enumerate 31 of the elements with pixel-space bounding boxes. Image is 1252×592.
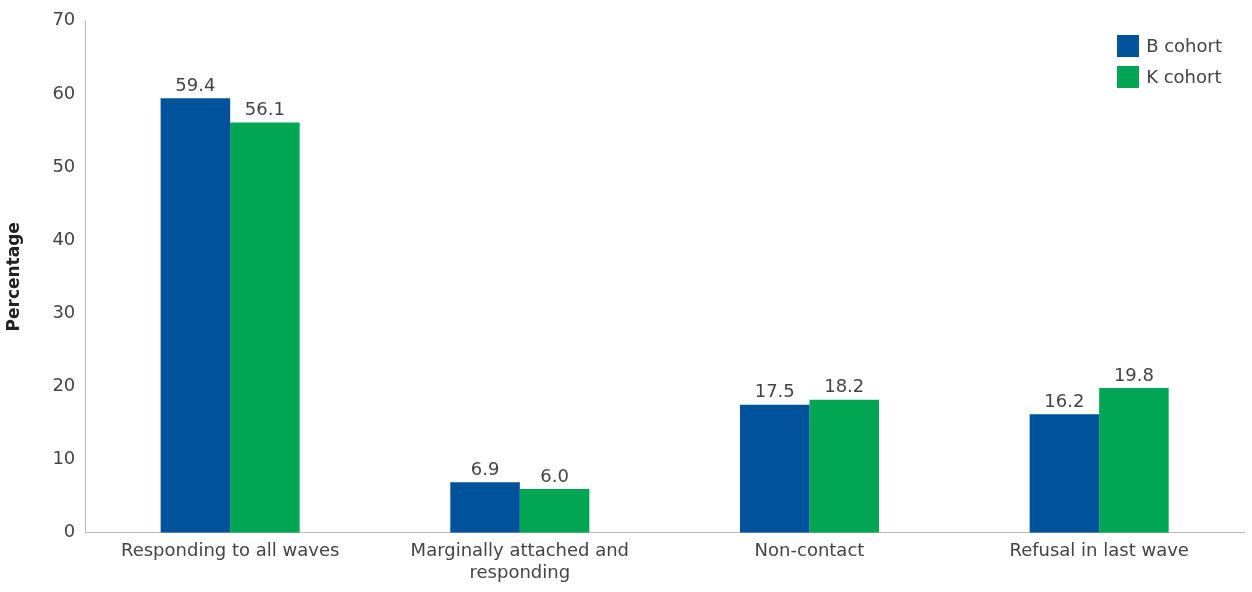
y-tick-label: 60 xyxy=(52,81,76,103)
y-tick-label: 0 xyxy=(63,520,76,542)
data-label: 59.4 xyxy=(175,74,216,95)
data-label: 18.2 xyxy=(824,375,865,397)
bar xyxy=(519,488,590,533)
bar xyxy=(1099,387,1169,533)
legend-label: B cohort xyxy=(1146,35,1222,56)
y-tick-label: 70 xyxy=(52,8,76,30)
bar xyxy=(809,399,880,533)
y-tick-label: 30 xyxy=(52,301,76,323)
y-axis-title: Percentage xyxy=(2,222,23,332)
bar xyxy=(1029,414,1100,533)
data-label: 17.5 xyxy=(754,380,795,402)
bar xyxy=(230,122,300,533)
data-label: 56.1 xyxy=(244,98,285,120)
data-label: 6.9 xyxy=(470,458,500,479)
legend-label: K cohort xyxy=(1146,66,1222,87)
y-tick-label: 40 xyxy=(52,227,76,249)
y-tick-label: 50 xyxy=(52,154,76,176)
x-tick-label: Non-contact xyxy=(754,539,865,561)
bar xyxy=(450,482,520,533)
bar xyxy=(160,98,231,533)
data-label: 19.8 xyxy=(1113,363,1154,385)
y-tick-label: 20 xyxy=(52,374,76,396)
x-tick-label: Marginally attached and responding xyxy=(410,539,630,582)
data-label: 16.2 xyxy=(1044,389,1085,411)
y-tick-label: 10 xyxy=(52,447,76,469)
bar xyxy=(739,404,810,533)
x-tick-label: Responding to all waves xyxy=(120,539,340,561)
x-tick-label: Refusal in last wave xyxy=(1009,539,1189,561)
data-label: 6.0 xyxy=(540,464,569,486)
